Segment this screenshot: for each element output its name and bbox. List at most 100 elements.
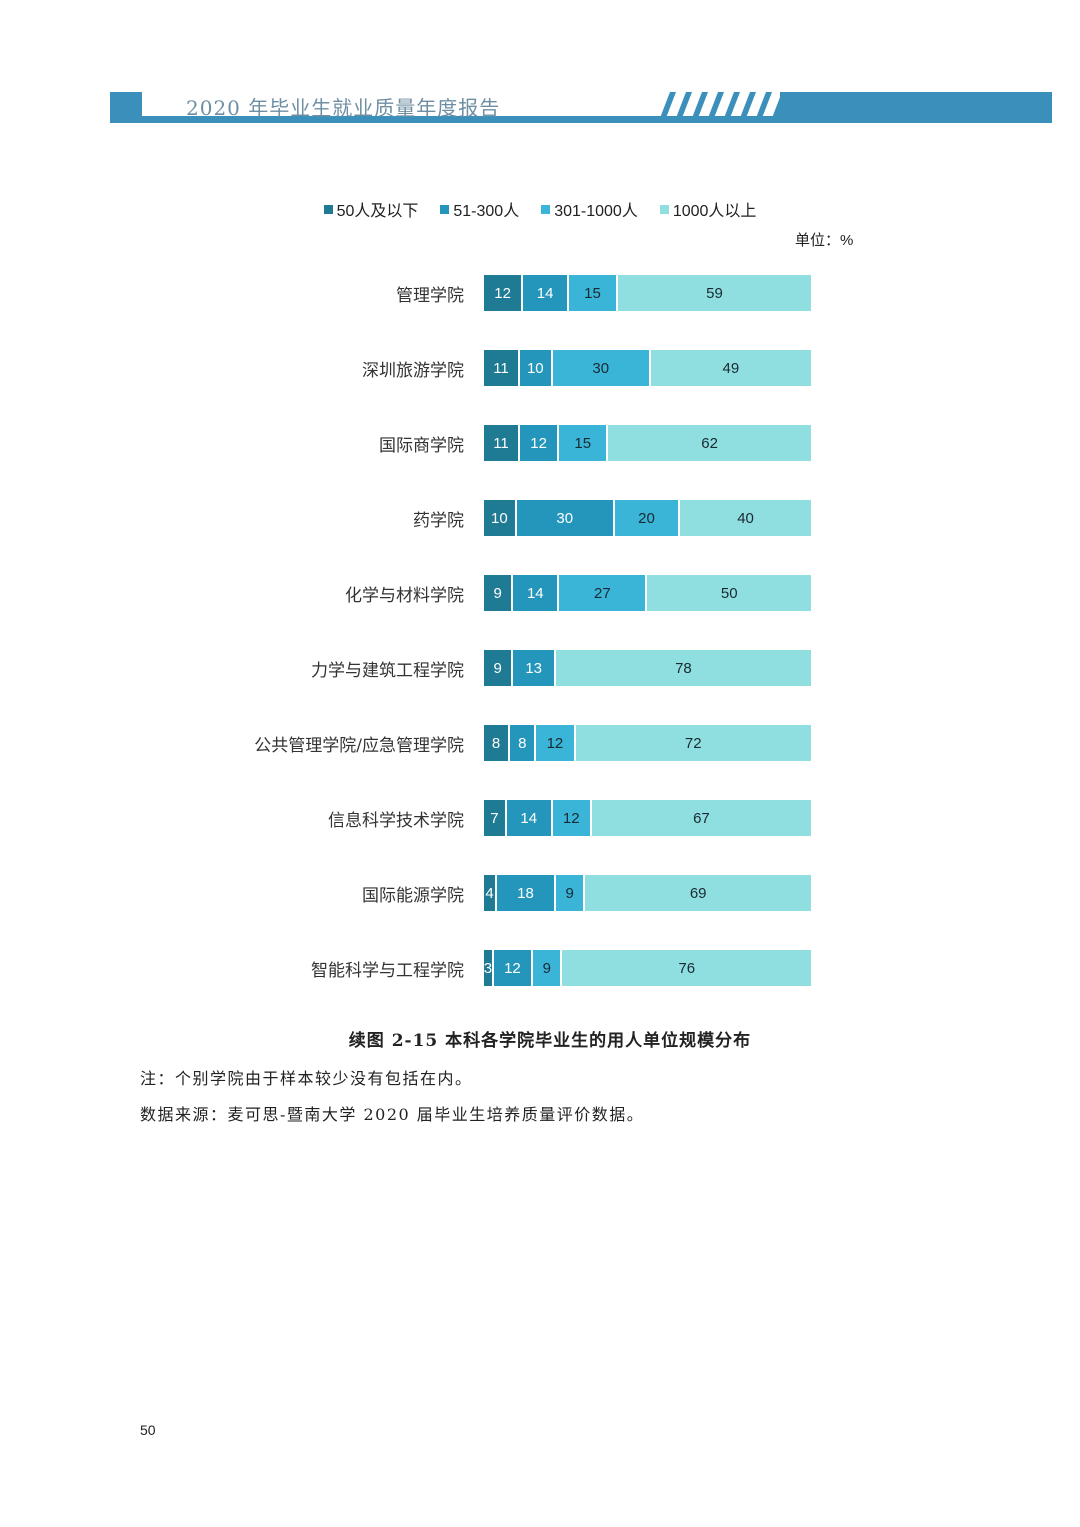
data-label: 18	[517, 884, 534, 902]
stacked-bar: 3 12 9 76	[484, 950, 811, 986]
bar-segment: 12	[536, 725, 576, 761]
bar-segment: 11	[484, 425, 520, 461]
stacked-bar: 11 12 15 62	[484, 425, 811, 461]
legend-item: 50人及以下	[323, 197, 419, 221]
bar-segment: 30	[516, 500, 615, 536]
data-label: 14	[536, 284, 554, 302]
bar-segment: 49	[650, 350, 811, 386]
category-label: 药学院	[413, 511, 464, 531]
data-label: 10	[526, 359, 544, 377]
bar-segment: 14	[513, 575, 560, 611]
header-stripes-decoration	[660, 92, 782, 118]
data-label: 50	[720, 584, 738, 602]
data-label: 11	[493, 434, 509, 452]
data-label: 8	[518, 734, 527, 752]
stacked-bar: 4 18 9 69	[484, 875, 811, 911]
bar-segment: 62	[608, 425, 811, 461]
category-label: 公共管理学院/应急管理学院	[254, 736, 464, 756]
bar-segment: 15	[569, 275, 619, 311]
stacked-bar: 10 30 20 40	[484, 500, 811, 536]
data-label: 12	[562, 809, 580, 827]
bar-segment: 59	[618, 275, 811, 311]
bar-segment: 12	[493, 950, 534, 986]
bar-segment: 30	[552, 350, 651, 386]
bar-segment: 14	[523, 275, 569, 311]
category-label: 化学与材料学院	[345, 586, 464, 606]
bar-segment: 4	[484, 875, 498, 911]
stacked-bar: 11 10 30 49	[484, 350, 811, 386]
bar-segment: 12	[519, 425, 560, 461]
header-bar-right	[780, 92, 1052, 122]
bar-segment: 72	[575, 725, 811, 761]
legend-item: 1000人以上	[659, 197, 757, 221]
data-label: 30	[556, 509, 574, 527]
data-label: 14	[526, 584, 544, 602]
bar-segment: 9	[484, 650, 514, 686]
bar-segment: 9	[484, 575, 514, 611]
chart-legend: 50人及以下 51-300人 301-1000人 1000人以上	[0, 197, 1080, 221]
bar-segment: 7	[484, 800, 507, 836]
bar-segment: 27	[559, 575, 648, 611]
data-label: 59	[706, 284, 723, 302]
legend-label: 1000人以上	[672, 203, 757, 220]
data-label: 9	[493, 584, 502, 602]
data-label: 15	[574, 434, 592, 452]
data-label: 40	[737, 509, 754, 527]
bar-segment: 78	[555, 650, 811, 686]
data-label: 30	[592, 359, 610, 377]
bar-segment: 18	[497, 875, 556, 911]
bar-segment: 15	[559, 425, 609, 461]
category-label: 深圳旅游学院	[362, 361, 464, 381]
data-label: 9	[493, 659, 502, 677]
data-source: 数据来源：麦可思-暨南大学 2020 届毕业生培养质量评价数据。	[140, 1105, 645, 1124]
bar-segment: 9	[533, 950, 563, 986]
legend-label: 50人及以下	[336, 203, 419, 220]
data-label: 12	[530, 434, 547, 452]
data-label: 72	[684, 734, 702, 752]
category-label: 管理学院	[396, 286, 464, 306]
data-label: 8	[491, 734, 501, 752]
chart-unit: 单位：%	[795, 232, 854, 249]
data-label: 14	[520, 809, 538, 827]
legend-swatch	[659, 204, 669, 214]
data-label: 4	[485, 884, 494, 902]
bar-segment: 10	[484, 500, 517, 536]
data-label: 3	[483, 959, 493, 977]
legend-swatch	[323, 204, 333, 214]
data-label: 15	[584, 284, 601, 302]
data-label: 9	[565, 884, 574, 902]
data-label: 12	[546, 734, 564, 752]
data-label: 7	[490, 809, 499, 827]
bar-segment: 8	[510, 725, 537, 761]
bar-segment: 9	[555, 875, 586, 911]
data-label: 9	[542, 959, 551, 977]
data-label: 20	[638, 509, 655, 527]
bar-segment: 50	[647, 575, 811, 611]
bar-segment: 76	[562, 950, 811, 986]
stacked-bar: 12 14 15 59	[484, 275, 811, 311]
page-number: 50	[140, 1422, 156, 1438]
legend-item: 51-300人	[440, 197, 519, 221]
legend-swatch	[440, 204, 450, 214]
category-label: 力学与建筑工程学院	[311, 661, 464, 681]
bar-segment: 69	[585, 875, 811, 911]
data-label: 49	[722, 359, 740, 377]
category-label: 国际能源学院	[362, 886, 464, 906]
legend-item: 301-1000人	[541, 197, 638, 221]
data-label: 27	[593, 584, 611, 602]
bar-segment: 3	[484, 950, 494, 986]
bar-segment: 8	[484, 725, 511, 761]
bar-segment: 40	[680, 500, 811, 536]
category-label: 国际商学院	[379, 436, 464, 456]
data-label: 12	[504, 959, 521, 977]
stacked-bar: 9 14 27 50	[484, 575, 811, 611]
data-label: 12	[494, 284, 511, 302]
category-label: 信息科学技术学院	[328, 811, 464, 831]
header-rule	[110, 116, 1052, 123]
data-label: 78	[675, 659, 692, 677]
stacked-bar: 8 8 12 72	[484, 725, 811, 761]
bar-segment: 12	[484, 275, 524, 311]
bar-segment: 10	[519, 350, 553, 386]
legend-label: 51-300人	[453, 203, 520, 220]
